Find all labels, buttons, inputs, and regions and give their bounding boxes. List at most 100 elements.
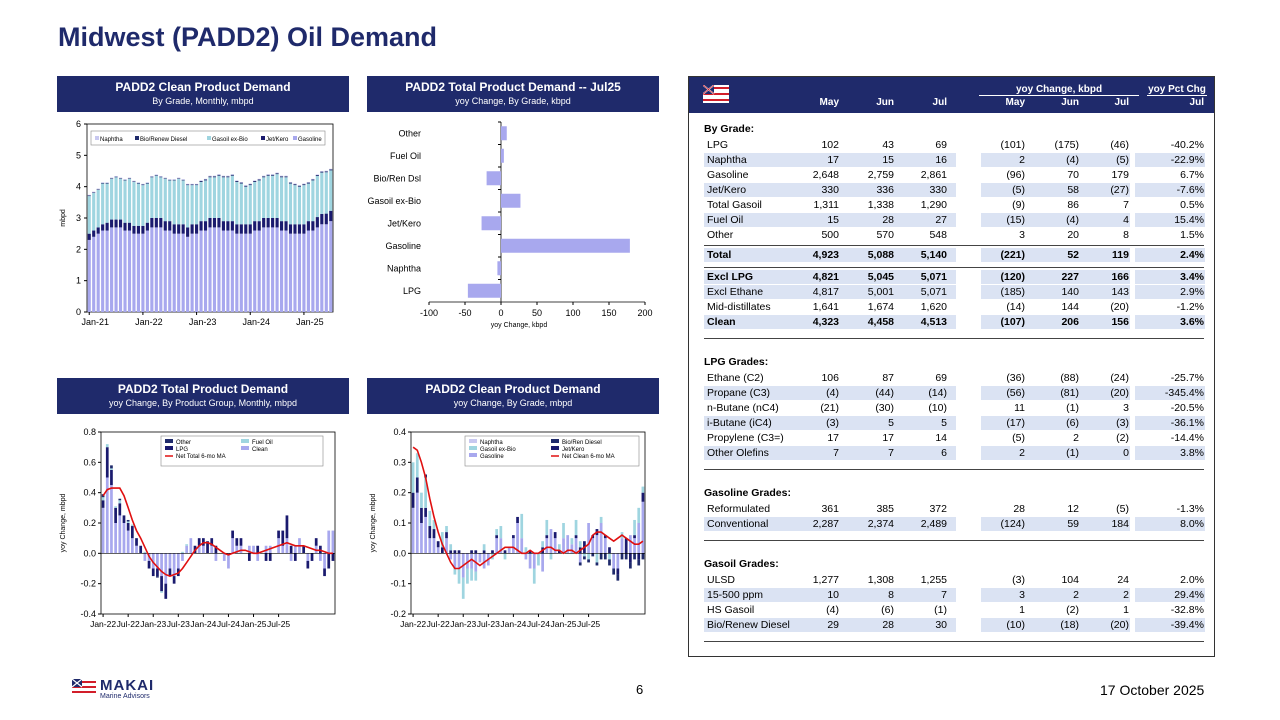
table-row: Bio/Renew Diesel 29 28 30 (10) (18) (20) -39.4% <box>689 618 1214 633</box>
y-axis-label: mbpd <box>60 209 67 227</box>
y-tick-label: 5 <box>76 150 81 160</box>
bar-clean <box>172 553 176 577</box>
bar-gasoline <box>159 227 163 312</box>
cell-value: 385 <box>876 503 894 515</box>
bar-clean <box>105 477 109 554</box>
table-row: Mid-distillates 1,641 1,674 1,620 (14) 144 (20… <box>689 300 1214 315</box>
cell-value: 206 <box>1061 316 1079 328</box>
bar-gasoline <box>253 230 257 312</box>
cell-value: 104 <box>1061 574 1079 586</box>
cell-value: 119 <box>1112 249 1129 261</box>
cell-value: -7.6% <box>1176 184 1204 196</box>
bar-gasoil <box>87 196 91 234</box>
legend-swatch <box>165 446 173 450</box>
cell-value: 69 <box>935 139 947 151</box>
x-tick-label: Jan-22 <box>90 619 116 629</box>
row-label: Mid-distillates <box>707 301 771 313</box>
x-tick-label: Jul-22 <box>117 619 140 629</box>
bar-gasoil <box>633 519 636 536</box>
legend-label: Net Clean 6-mo MA <box>562 454 615 460</box>
bar-biorenew <box>591 553 595 557</box>
cell-value: (175) <box>1054 139 1079 151</box>
row-label: Reformulated <box>707 503 771 515</box>
category-label: Gasoline <box>385 241 421 251</box>
cell-value: -345.4% <box>1164 387 1204 399</box>
bar-lpg <box>214 545 218 554</box>
bar-biorenew <box>235 181 239 182</box>
panel-total-yoy-grade: PADD2 Total Product Demand -- Jul25 yoy … <box>367 76 659 338</box>
bar-jetkero <box>208 218 212 228</box>
cell-value: (3) <box>1012 574 1025 586</box>
bar-lpg <box>306 560 310 569</box>
bar-jetkero <box>432 529 436 539</box>
cell-value: (9) <box>1012 199 1025 211</box>
bar-jetkero <box>168 221 172 231</box>
bar-jetkero <box>127 222 132 231</box>
panel-subtitle: yoy Change, By Product Group, Monthly, m… <box>109 398 297 408</box>
legend-label: LPG <box>176 447 188 453</box>
bar-gasoil <box>445 526 448 533</box>
cell-value: (5) <box>1012 184 1025 196</box>
bar-naphtha <box>302 183 306 185</box>
bar-biorenew <box>172 179 176 181</box>
bar-biorenew <box>181 179 185 181</box>
bar-jetkero <box>457 550 461 554</box>
cell-value: 8 <box>1123 229 1129 241</box>
bar-jetkero <box>449 550 453 554</box>
bar-gasoline <box>578 553 582 563</box>
bar-gasoline <box>163 230 167 312</box>
section-title: By Grade: <box>704 123 755 135</box>
row-shade <box>1135 618 1205 632</box>
x-tick-label: 100 <box>565 308 580 318</box>
panel-header: PADD2 Clean Product Demand yoy Change, B… <box>367 378 659 414</box>
bar-biorenew <box>262 176 266 178</box>
bar-biorenew <box>141 184 145 186</box>
bar-lpg <box>293 553 297 561</box>
bar-gasoil <box>253 181 257 222</box>
bar-biorenew <box>324 171 328 173</box>
table-row: Ethane (C2) 106 87 69 (36) (88) (24) -25.7% <box>689 371 1214 386</box>
bar-gasoil <box>420 492 423 508</box>
legend-swatch <box>95 136 99 140</box>
bar-gasoline <box>279 230 284 312</box>
row-shade <box>1135 517 1205 531</box>
cell-value: 70 <box>1067 169 1079 181</box>
legend-swatch <box>469 446 477 450</box>
y-tick-label: -0.2 <box>80 579 96 589</box>
bar-naphtha <box>168 179 172 180</box>
panel-title: PADD2 Clean Product Demand <box>425 382 601 396</box>
bar-other <box>118 498 122 501</box>
bar-naphtha <box>324 170 328 172</box>
bar-biorenew <box>221 176 225 178</box>
row-shade <box>704 248 956 262</box>
bar-gasoil <box>235 181 239 225</box>
cell-value: 372 <box>929 503 947 515</box>
bar-biorenew <box>101 182 105 184</box>
y-tick-label: 4 <box>76 182 81 192</box>
cell-value: 59 <box>1067 518 1079 530</box>
bar-gasoil <box>557 544 561 551</box>
bar-jetkero <box>574 535 578 539</box>
section-title: Gasoline Grades: <box>704 487 791 499</box>
bar-biorenew <box>132 181 136 182</box>
bar-gasoline <box>587 523 590 554</box>
bar-jetkero <box>154 218 158 228</box>
section-title: LPG Grades: <box>704 356 769 368</box>
bar-gasoline <box>168 230 172 312</box>
bar-jet-kero <box>481 216 501 231</box>
cell-value: 5,045 <box>867 271 894 283</box>
bar-gasoline <box>141 233 145 312</box>
table-row: n-Butane (nC4) (21) (30) (10) 11 (1) 3 -20.5% <box>689 401 1214 416</box>
cell-value: 1,308 <box>867 574 894 586</box>
bar-gasoil <box>195 185 199 225</box>
row-shade <box>704 446 956 460</box>
cell-value: 3 <box>1019 589 1025 601</box>
cell-value: 4,323 <box>812 316 839 328</box>
bar-gasoil <box>608 553 611 560</box>
x-tick-label: Jul-23 <box>167 619 190 629</box>
bar-clean <box>126 530 130 554</box>
cell-value: 6 <box>941 447 947 459</box>
logo-name: MAKAI <box>100 677 155 694</box>
bar-other <box>501 126 507 141</box>
bar-gasoil <box>199 181 203 222</box>
